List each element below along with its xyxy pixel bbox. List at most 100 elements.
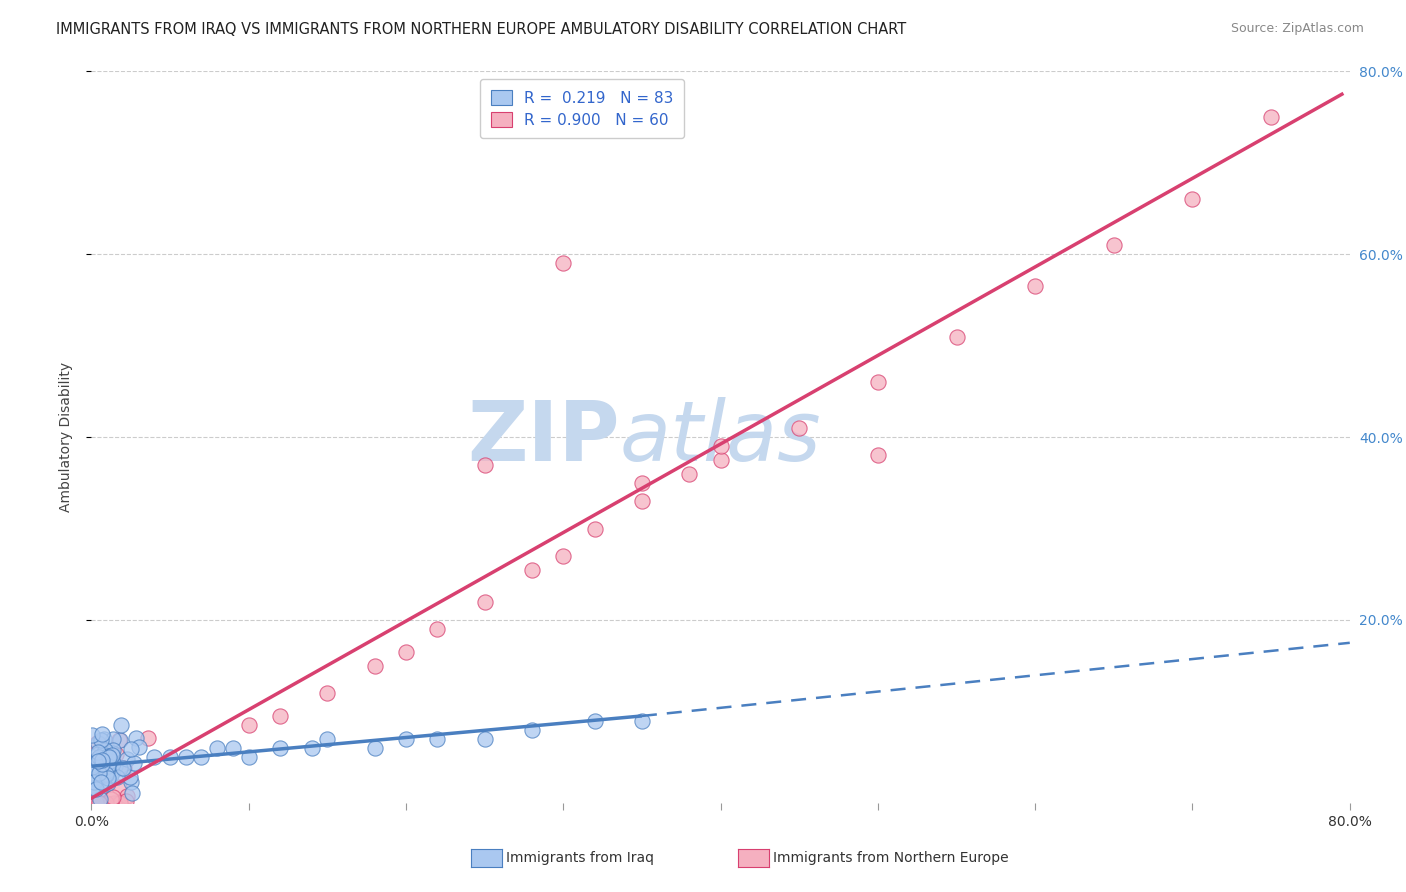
Point bbox=[395, 731, 418, 746]
Point bbox=[115, 789, 138, 804]
Point bbox=[122, 756, 145, 770]
Point bbox=[1024, 279, 1046, 293]
Point bbox=[90, 733, 112, 747]
Point bbox=[90, 749, 112, 764]
Point bbox=[98, 754, 121, 768]
Point bbox=[83, 763, 105, 777]
Point bbox=[631, 475, 654, 490]
Point bbox=[474, 458, 496, 472]
Point bbox=[583, 521, 606, 535]
Point bbox=[84, 796, 107, 810]
Point bbox=[86, 736, 108, 750]
Point bbox=[159, 750, 181, 764]
Point bbox=[316, 731, 339, 746]
Point bbox=[91, 753, 114, 767]
Point bbox=[238, 718, 260, 732]
Text: atlas: atlas bbox=[620, 397, 821, 477]
Point bbox=[96, 764, 118, 779]
Point bbox=[87, 754, 110, 768]
Point bbox=[97, 759, 120, 773]
Point bbox=[787, 421, 810, 435]
Point bbox=[100, 764, 122, 779]
Point bbox=[97, 776, 120, 790]
Point bbox=[91, 763, 114, 777]
Point bbox=[120, 775, 142, 789]
Point bbox=[90, 753, 112, 767]
Point bbox=[97, 771, 120, 785]
Point bbox=[89, 763, 111, 777]
Point bbox=[945, 329, 967, 343]
Point bbox=[1102, 238, 1125, 252]
Point bbox=[136, 731, 159, 745]
Point bbox=[103, 731, 125, 746]
Point bbox=[115, 752, 138, 766]
Point bbox=[96, 757, 118, 772]
Point bbox=[121, 786, 143, 800]
Point bbox=[94, 767, 117, 781]
Point bbox=[108, 733, 131, 747]
Point bbox=[174, 750, 197, 764]
Point bbox=[111, 761, 134, 775]
Point bbox=[678, 467, 700, 481]
Point bbox=[125, 731, 148, 746]
Point bbox=[190, 750, 212, 764]
Point bbox=[101, 765, 124, 780]
Point bbox=[474, 731, 496, 746]
Point bbox=[205, 740, 228, 755]
Point bbox=[87, 752, 110, 766]
Point bbox=[87, 796, 110, 810]
Point bbox=[97, 748, 120, 763]
Point bbox=[316, 686, 339, 700]
Point bbox=[128, 739, 150, 754]
Point bbox=[87, 796, 110, 810]
Point bbox=[87, 785, 110, 799]
Point bbox=[101, 790, 124, 805]
Point bbox=[91, 796, 114, 810]
Text: IMMIGRANTS FROM IRAQ VS IMMIGRANTS FROM NORTHERN EUROPE AMBULATORY DISABILITY CO: IMMIGRANTS FROM IRAQ VS IMMIGRANTS FROM … bbox=[56, 22, 907, 37]
Point bbox=[97, 750, 120, 764]
Point bbox=[94, 751, 117, 765]
Point bbox=[395, 645, 418, 659]
Point bbox=[520, 563, 543, 577]
Point bbox=[238, 750, 260, 764]
Point bbox=[91, 796, 114, 810]
Point bbox=[89, 791, 111, 805]
Point bbox=[87, 745, 110, 759]
Point bbox=[101, 743, 124, 757]
Point bbox=[100, 768, 122, 782]
Point bbox=[631, 714, 654, 728]
Point bbox=[91, 756, 114, 771]
Point bbox=[709, 439, 731, 453]
Point bbox=[104, 759, 127, 773]
Point bbox=[94, 743, 117, 757]
Point bbox=[89, 796, 111, 810]
Point bbox=[105, 770, 128, 784]
Point bbox=[426, 731, 449, 746]
Point bbox=[93, 731, 115, 746]
Point bbox=[1260, 110, 1282, 124]
Point bbox=[86, 772, 108, 786]
Point bbox=[118, 770, 141, 784]
Point bbox=[86, 747, 108, 761]
Point bbox=[269, 709, 291, 723]
Point bbox=[363, 740, 385, 755]
Point bbox=[82, 760, 104, 774]
Point bbox=[866, 449, 889, 463]
Point bbox=[115, 794, 138, 808]
Point bbox=[520, 723, 543, 737]
Text: Source: ZipAtlas.com: Source: ZipAtlas.com bbox=[1230, 22, 1364, 36]
Point bbox=[87, 766, 110, 780]
Point bbox=[631, 494, 654, 508]
Point bbox=[709, 453, 731, 467]
Point bbox=[222, 740, 245, 755]
Point bbox=[101, 756, 124, 771]
Point bbox=[553, 549, 575, 563]
Point bbox=[100, 792, 122, 806]
Point bbox=[108, 796, 131, 810]
Point bbox=[101, 747, 124, 762]
Point bbox=[474, 594, 496, 608]
Point bbox=[90, 747, 112, 762]
Point bbox=[97, 747, 120, 762]
Point bbox=[80, 780, 103, 795]
Point bbox=[87, 735, 110, 749]
